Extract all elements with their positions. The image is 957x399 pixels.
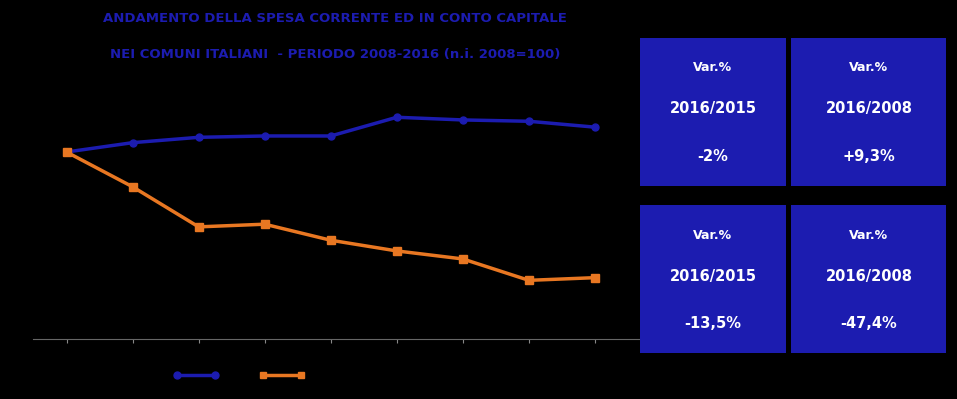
Text: Var.%: Var.% [694,229,732,241]
Text: Var.%: Var.% [850,61,888,74]
Text: 2016/2008: 2016/2008 [826,269,912,284]
Text: NEI COMUNI ITALIANI  - PERIODO 2008-2016 (n.i. 2008=100): NEI COMUNI ITALIANI - PERIODO 2008-2016 … [110,48,560,61]
Text: 2016/2015: 2016/2015 [670,269,756,284]
Text: 2016/2015: 2016/2015 [670,101,756,116]
Text: ANDAMENTO DELLA SPESA CORRENTE ED IN CONTO CAPITALE: ANDAMENTO DELLA SPESA CORRENTE ED IN CON… [103,12,567,25]
Text: Var.%: Var.% [694,61,732,74]
Text: +9,3%: +9,3% [842,148,896,164]
Text: Var.%: Var.% [850,229,888,241]
Text: -2%: -2% [698,148,728,164]
Text: -13,5%: -13,5% [684,316,742,331]
Text: 2016/2008: 2016/2008 [826,101,912,116]
Text: -47,4%: -47,4% [840,316,898,331]
